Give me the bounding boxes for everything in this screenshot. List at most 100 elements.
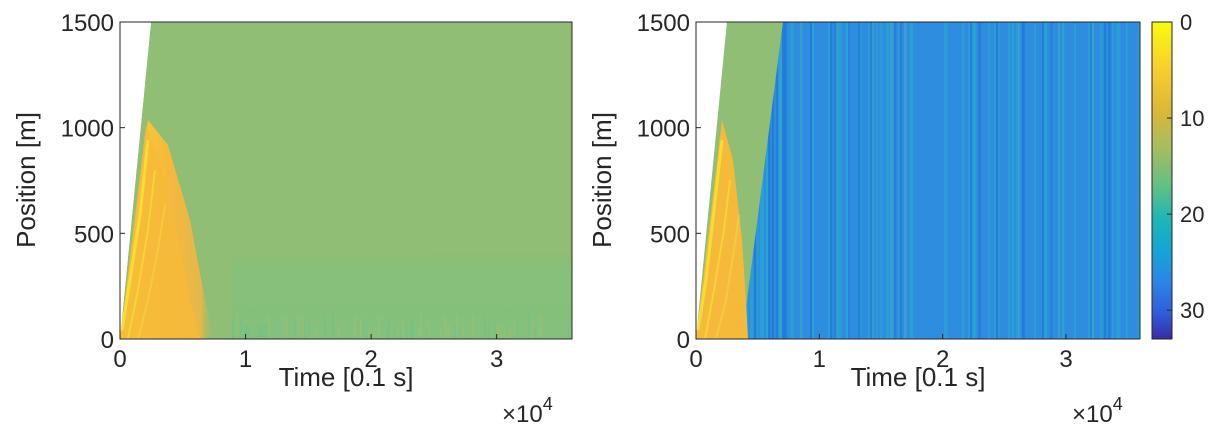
- left-noise-mark: [500, 325, 502, 339]
- left-noise-mark: [264, 324, 266, 339]
- right-streak: [762, 22, 764, 339]
- right-streak: [910, 22, 914, 339]
- left-noise-mark: [240, 317, 242, 339]
- left-noise-mark: [448, 324, 450, 339]
- left-axes-box: [119, 21, 573, 340]
- colorbar-tick-label: 0: [1180, 10, 1192, 35]
- left-noise-mark: [540, 315, 542, 339]
- right-streak: [838, 22, 842, 339]
- right-streak: [998, 22, 1000, 339]
- right-streak: [772, 22, 774, 339]
- left-noise-mark: [532, 321, 534, 339]
- left-noise-mark: [516, 318, 518, 339]
- left-noise-mark: [332, 311, 334, 339]
- left-noise-mark: [462, 324, 464, 339]
- right-streak: [1044, 22, 1048, 339]
- right-streak: [1116, 22, 1119, 339]
- left-heatmap: 0 1 2 3 0 500 1000 1500 Time [0.1 s] Position […: [11, 10, 573, 428]
- right-streak: [1118, 22, 1121, 339]
- right-streak: [784, 22, 787, 339]
- left-noise-mark: [456, 314, 458, 339]
- right-streak: [944, 22, 948, 339]
- right-streak: [848, 22, 850, 339]
- right-streak: [898, 22, 900, 339]
- right-streak: [972, 22, 976, 339]
- right-streak: [1034, 22, 1036, 339]
- right-streak: [1112, 22, 1114, 339]
- right-x-tick-label: 3: [1059, 346, 1072, 373]
- left-noise-mark: [472, 314, 474, 339]
- right-streak: [778, 22, 781, 339]
- right-streak: [1062, 22, 1065, 339]
- right-streak: [1090, 22, 1093, 339]
- left-noise-mark: [504, 328, 506, 339]
- left-x-tick-label: 2: [364, 346, 377, 373]
- right-heatmap-field: [696, 22, 1140, 339]
- right-yellow-streak-2: [704, 179, 731, 339]
- left-noise-mark: [304, 321, 306, 339]
- left-y-tick-label: 0: [101, 327, 114, 354]
- left-noise-mark: [366, 320, 368, 339]
- left-noise-mark: [260, 328, 262, 339]
- left-noise-mark: [258, 323, 260, 339]
- left-noise-mark: [368, 330, 370, 339]
- right-slow-region: [696, 120, 748, 339]
- right-streak: [828, 22, 831, 339]
- right-streak: [900, 22, 902, 339]
- right-streak: [1092, 22, 1095, 339]
- left-noise-mark: [294, 321, 296, 339]
- right-streak: [1058, 22, 1061, 339]
- left-noise-mark: [510, 329, 512, 339]
- left-noise-mark: [488, 321, 490, 339]
- left-noise-mark: [246, 324, 248, 339]
- right-streak: [968, 22, 971, 339]
- right-streak: [780, 22, 782, 339]
- left-noise-mark: [308, 323, 310, 339]
- left-bottom-band: [232, 252, 572, 339]
- colorbar-tick-label: 10: [1180, 106, 1204, 131]
- right-streak: [1008, 22, 1011, 339]
- left-noise-mark: [514, 320, 516, 339]
- right-yellow-streak-3: [715, 214, 740, 339]
- left-noise-mark: [268, 314, 270, 339]
- right-x-multiplier: ×104: [1072, 394, 1123, 428]
- right-streak: [1050, 22, 1053, 339]
- left-axes-ticks: 0 1 2 3 0 500 1000 1500: [61, 10, 504, 373]
- left-noise-mark: [386, 328, 388, 339]
- left-noise-mark: [534, 328, 536, 339]
- right-streak: [1108, 22, 1111, 339]
- left-noise-mark: [388, 316, 390, 339]
- left-noise-mark: [266, 322, 268, 339]
- left-x-tick-label: 3: [490, 346, 503, 373]
- left-noise-mark: [244, 326, 246, 339]
- left-noise-mark: [426, 328, 428, 339]
- left-noise-mark: [444, 315, 446, 339]
- right-streak: [776, 22, 779, 339]
- left-noise-mark: [484, 315, 486, 339]
- right-streak: [1012, 22, 1014, 339]
- right-streak: [904, 22, 907, 339]
- right-streak: [868, 22, 871, 339]
- right-streak: [790, 22, 793, 339]
- colorbar-tick-label: 30: [1180, 298, 1204, 323]
- right-streak: [1022, 22, 1025, 339]
- right-y-tick-label: 500: [650, 221, 690, 248]
- right-streak: [894, 22, 897, 339]
- left-yellow-streak-1: [120, 139, 150, 331]
- right-streak: [1088, 22, 1092, 339]
- left-noise-mark: [508, 329, 510, 339]
- left-y-tick-label: 1000: [61, 116, 114, 143]
- right-streak: [1100, 22, 1103, 339]
- left-noise-mark: [316, 330, 318, 339]
- right-streak: [870, 22, 873, 339]
- right-streak: [962, 22, 965, 339]
- colorbar: 0 10 20 30: [1151, 10, 1204, 340]
- colorbar-ticks: 0 10 20 30: [1167, 10, 1204, 323]
- left-x-tick-label: 0: [113, 346, 126, 373]
- left-noise-mark: [362, 322, 364, 339]
- left-nodata-region: [120, 22, 151, 339]
- right-x-tick-label: 2: [936, 346, 949, 373]
- left-bottom-noise: [232, 311, 570, 339]
- left-x-multiplier: ×104: [502, 394, 553, 428]
- colorbar-gradient: [1151, 21, 1173, 340]
